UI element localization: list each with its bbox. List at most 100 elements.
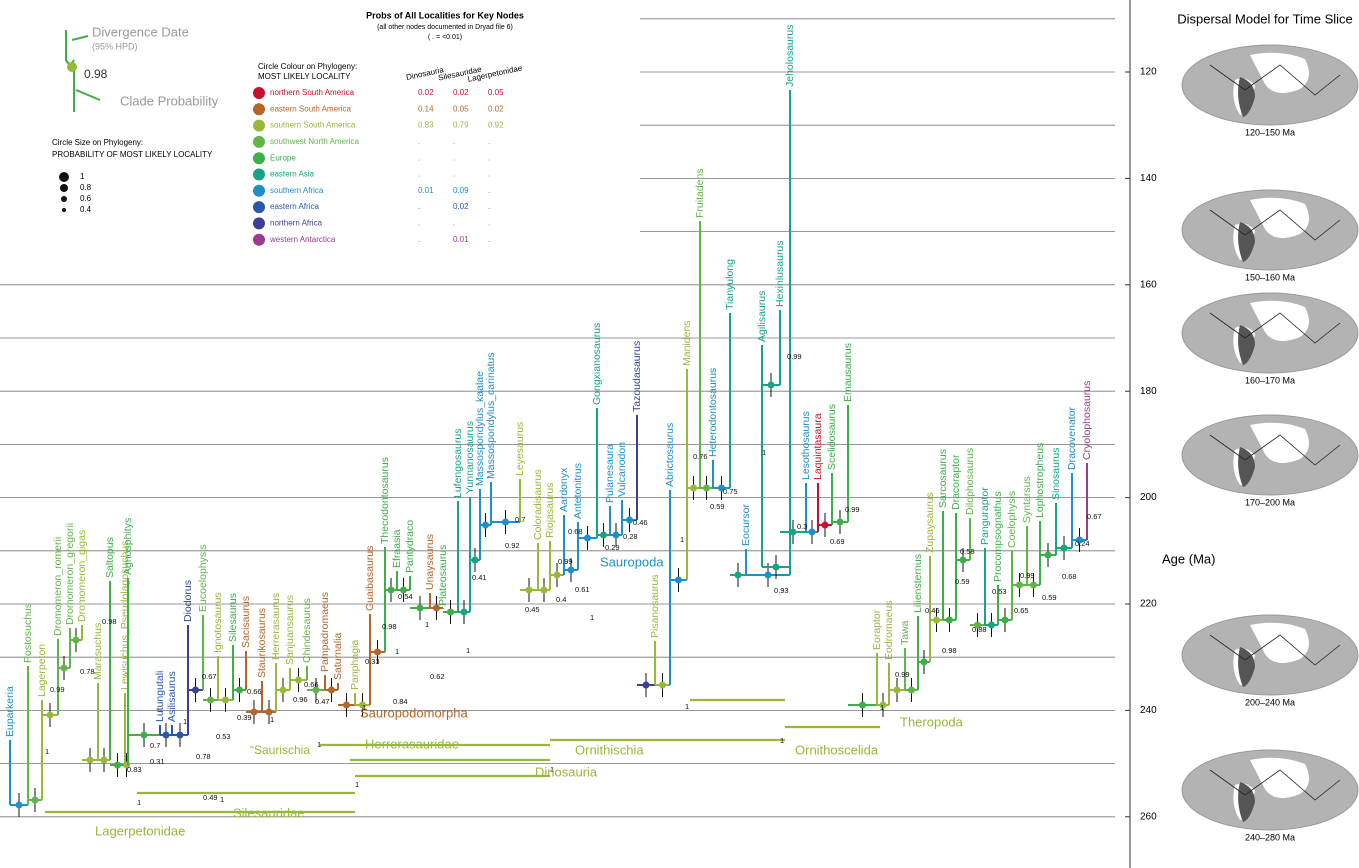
node	[908, 687, 915, 694]
node-probability: 0.76	[693, 452, 708, 461]
size-dot	[62, 208, 66, 212]
locality-name: northern Africa	[270, 219, 323, 228]
size-dot	[59, 172, 69, 182]
node	[554, 572, 561, 579]
node	[568, 567, 575, 574]
node-probability: 1	[466, 646, 470, 655]
node-probability: 0.3	[797, 522, 807, 531]
node	[541, 587, 548, 594]
taxon-label: Sarcosaurus	[937, 449, 949, 508]
node	[768, 382, 775, 389]
map-label: 200–240 Ma	[1245, 697, 1295, 707]
taxon-label: Lesothosaurus	[800, 411, 812, 480]
clade-name: Herrerasauridae	[365, 736, 459, 751]
table-cell: .	[418, 137, 420, 146]
node-probability: 0.59	[1042, 593, 1057, 602]
node-probability: 0.41	[472, 573, 487, 582]
age-tick-label: 140	[1140, 173, 1157, 184]
legend-node	[67, 62, 77, 72]
taxon-label: Gongxianosaurus	[591, 323, 603, 405]
locality-dot	[253, 152, 265, 164]
node	[280, 687, 287, 694]
taxon-label: Silesaurus	[227, 593, 239, 642]
locality-dot	[253, 169, 265, 181]
taxon-label: Syntarsus	[1021, 476, 1033, 523]
age-tick-label: 180	[1140, 386, 1157, 397]
node	[859, 702, 866, 709]
node	[809, 529, 816, 536]
node	[1061, 545, 1068, 552]
node-probability: 0.24	[1075, 539, 1090, 548]
taxon-label: Tianyulong	[724, 259, 736, 310]
node	[163, 732, 170, 739]
taxon-label: Manidens	[681, 320, 693, 366]
node-probability: 0.39	[237, 713, 252, 722]
table-cell: 0.01	[418, 186, 434, 195]
table-cell: 0.02	[418, 88, 434, 97]
taxon-label: Plateosaurus	[437, 545, 449, 606]
table-cell: .	[453, 153, 455, 162]
table-cell: .	[453, 137, 455, 146]
node-probability: 1	[680, 535, 684, 544]
node	[765, 572, 772, 579]
taxon-label: Leyesaurus	[514, 422, 526, 476]
node	[1045, 552, 1052, 559]
locality-name: northern South America	[270, 88, 355, 97]
node	[16, 802, 23, 809]
taxon-label: Pampadromaeus	[319, 592, 331, 672]
map-label: 120–150 Ma	[1245, 127, 1295, 137]
node-probability: 1	[220, 795, 224, 804]
taxon-label: Saturnalia	[332, 633, 344, 680]
locality-name: eastern South America	[270, 104, 351, 113]
taxon-label: Dromomeron_gregorii	[64, 523, 76, 625]
size-label: 0.4	[80, 205, 92, 214]
node-probability: 0.53	[216, 732, 231, 741]
locality-name: Europe	[270, 153, 296, 162]
node	[921, 659, 928, 666]
size-dot	[60, 184, 68, 192]
taxon-label: Chindesaurus	[301, 598, 313, 663]
size-label: 0.8	[80, 183, 92, 192]
taxon-label: Dracoraptor	[950, 454, 962, 510]
node-probability: 0.99	[845, 505, 860, 514]
node	[32, 797, 39, 804]
node-probability: 0.49	[203, 793, 218, 802]
locality-name: western Antarctica	[269, 235, 336, 244]
node	[61, 665, 68, 672]
table-cell: .	[453, 219, 455, 228]
node	[613, 532, 620, 539]
taxon-label: Massospondylus_carinatus	[485, 352, 497, 479]
node-probability: 0.61	[575, 585, 590, 594]
node-probability: 0.75	[723, 487, 738, 496]
taxon-label: Lufengosaurus	[452, 429, 464, 498]
taxon-label: Pantydraco	[404, 520, 416, 573]
taxon-label: Efraasia	[391, 529, 403, 568]
locality-dot	[253, 87, 265, 99]
node-probability: 0.93	[774, 586, 789, 595]
table-cell: .	[488, 170, 490, 179]
node-probability: 0.46	[633, 518, 648, 527]
node	[47, 712, 54, 719]
table-cell: .	[488, 137, 490, 146]
node	[773, 564, 780, 571]
node-probability: 0.98	[382, 622, 397, 631]
taxon-label: Tazoudasaurus	[631, 341, 643, 412]
node-probability: 0.69	[830, 537, 845, 546]
node	[626, 517, 633, 524]
node	[1002, 617, 1009, 624]
taxon-label: Staurikosaurus	[256, 608, 268, 678]
locality-dot	[253, 136, 265, 148]
age-tick-label: 240	[1140, 705, 1157, 716]
taxon-label: Dromomeron_gigas	[76, 530, 88, 622]
node-probability: 0.59	[955, 577, 970, 586]
node-probability: 0.59	[710, 502, 725, 511]
node	[526, 587, 533, 594]
node-probability: 0.7	[515, 515, 525, 524]
node	[1016, 582, 1023, 589]
clade-name: Silesauridae	[233, 805, 305, 820]
table-cell: 0.79	[453, 121, 469, 130]
node	[207, 697, 214, 704]
node-probability: 0.98	[102, 617, 117, 626]
table-cell: 0.05	[488, 88, 504, 97]
node-probability: 0.65	[1014, 606, 1029, 615]
